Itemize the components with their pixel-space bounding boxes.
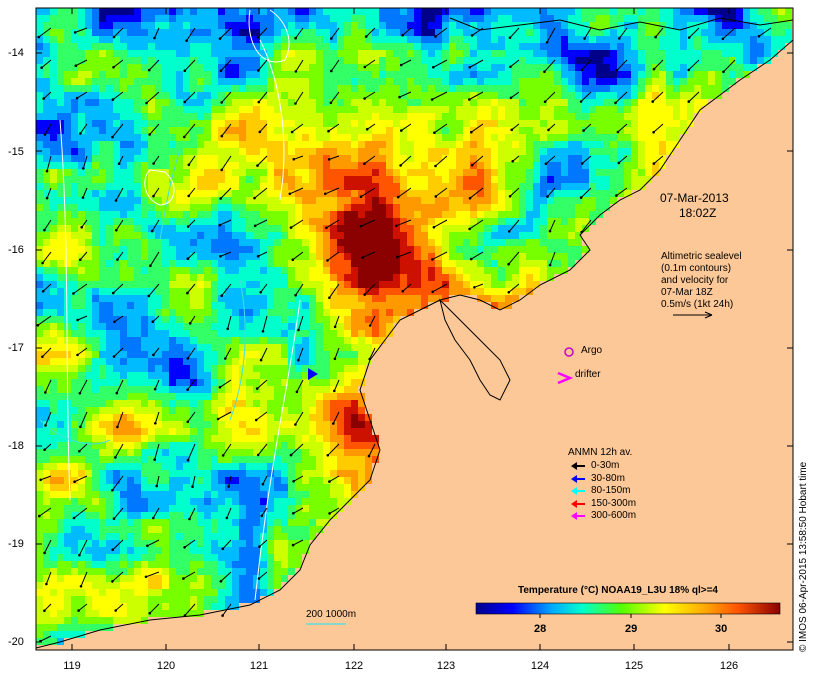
peninsula-coast [439, 298, 511, 401]
time-stamp: 18:02Z [679, 206, 717, 220]
sealevel-contour [144, 9, 290, 206]
altimetry-line: (0.1m contours) [661, 263, 732, 274]
coastline [36, 17, 793, 649]
colorbar-tick: 30 [715, 623, 728, 635]
lon-label: 121 [249, 660, 269, 672]
anmn-entry: 0-30m [591, 460, 620, 471]
lon-label: 126 [719, 660, 739, 672]
lat-label: -19 [8, 538, 24, 550]
colorbar-tick: 28 [534, 623, 547, 635]
lon-label: 124 [530, 660, 550, 672]
argo-legend-icon [564, 347, 574, 357]
temperature-colorbar [475, 602, 781, 618]
isobath-200m [59, 39, 301, 601]
altimetry-line: 07-Mar 18Z [661, 287, 713, 298]
map-frame [35, 7, 794, 651]
lat-label: -20 [8, 636, 24, 648]
colorbar-title: Temperature (°C) NOAA19_L3U 18% ql>=4 [518, 585, 718, 596]
anmn-legend-arrows [571, 462, 585, 520]
colorbar-tick: 29 [625, 623, 638, 635]
lon-label: 125 [624, 660, 644, 672]
argo-label: Argo [581, 345, 603, 356]
axis-ticks [36, 8, 793, 650]
lon-label: 122 [344, 660, 364, 672]
lat-label: -14 [8, 47, 24, 59]
altimetry-line: Altimetric sealevel [661, 251, 742, 262]
velocity-scale-arrow [673, 311, 713, 319]
lat-label: -15 [8, 146, 24, 158]
date-stamp: 07-Mar-2013 [660, 191, 729, 205]
isobath-label: 200 1000m [306, 609, 357, 620]
altimetry-line: 0.5m/s (1kt 24h) [661, 299, 734, 310]
anmn-title: ANMN 12h av. [568, 447, 633, 458]
drifter-label: drifter [575, 369, 601, 380]
lon-label: 119 [63, 660, 81, 672]
lon-label: 123 [436, 660, 456, 672]
drifter-legend-icon [557, 371, 574, 385]
drifter-marker [308, 368, 318, 380]
altimetry-line: and velocity for [661, 275, 729, 286]
lat-label: -17 [8, 342, 24, 354]
lat-label: -18 [8, 440, 24, 452]
anmn-entry: 150-300m [591, 498, 637, 509]
lon-label: 120 [156, 660, 176, 672]
lat-label: -16 [8, 244, 24, 256]
anmn-entry: 80-150m [591, 485, 631, 496]
imos-footer: © IMOS 06-Apr-2015 13:58:50 Hobart time [798, 461, 809, 652]
sst-field [36, 8, 792, 645]
anmn-entry: 300-600m [591, 510, 637, 521]
anmn-entry: 30-80m [591, 473, 625, 484]
velocity-vectors [36, 27, 772, 643]
